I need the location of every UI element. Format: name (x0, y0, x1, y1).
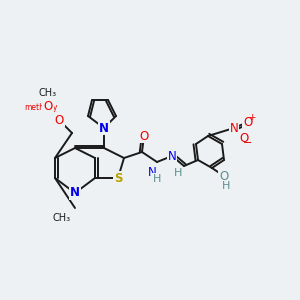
Text: −: − (243, 138, 253, 148)
Text: N: N (70, 187, 80, 200)
Text: CH₃: CH₃ (53, 213, 71, 223)
Text: O: O (54, 113, 64, 127)
Text: N: N (168, 149, 176, 163)
Text: H: H (174, 168, 182, 178)
Text: O: O (44, 100, 52, 113)
Text: N: N (230, 122, 238, 134)
Text: N: N (99, 122, 109, 134)
Text: O: O (239, 131, 249, 145)
Text: N: N (148, 166, 156, 178)
Text: H: H (222, 181, 230, 191)
Text: O: O (243, 116, 253, 128)
Text: O: O (219, 169, 229, 182)
Text: S: S (114, 172, 122, 184)
Text: O: O (140, 130, 148, 142)
Text: CH₃: CH₃ (39, 88, 57, 98)
Text: H: H (153, 174, 161, 184)
Text: +: + (248, 113, 256, 122)
Text: methoxy: methoxy (24, 103, 58, 112)
